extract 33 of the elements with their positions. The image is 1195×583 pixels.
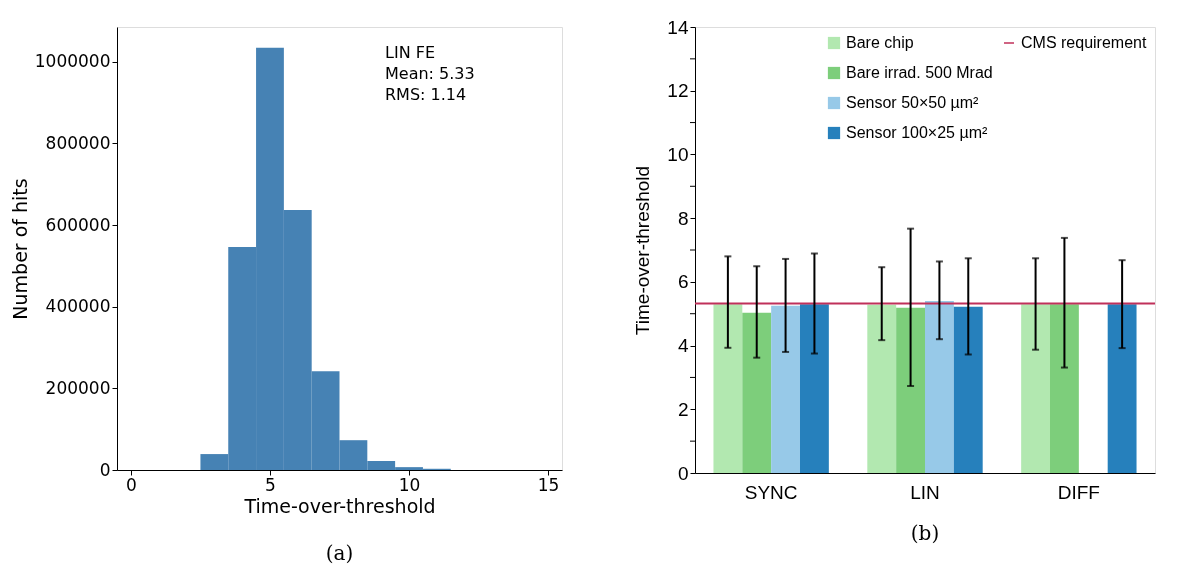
- y-tick-label: 12: [667, 80, 689, 102]
- y-tick-label: 2: [677, 398, 689, 420]
- y-tick-label: 4: [677, 335, 689, 357]
- x-tick-label: SYNC: [744, 481, 798, 503]
- legend-label: Sensor 100×25 µm²: [846, 124, 988, 141]
- y-tick-label: 14: [667, 16, 689, 38]
- x-tick-label: 15: [537, 474, 560, 495]
- legend-label: Bare irrad. 500 Mrad: [846, 64, 993, 81]
- y-tick-label: 6: [677, 271, 689, 293]
- x-tick-label: LIN: [910, 481, 940, 503]
- y-tick-label: 0: [99, 459, 111, 480]
- x-tick-label: 5: [265, 474, 276, 495]
- legend-label: Sensor 50×50 µm²: [846, 94, 980, 111]
- y-tick-label: 1000000: [34, 51, 111, 72]
- x-tick-label: 10: [398, 474, 421, 495]
- y-axis-title: Number of hits: [8, 178, 31, 320]
- annotation: Mean: 5.33: [385, 64, 475, 83]
- y-tick-label: 400000: [45, 296, 111, 317]
- y-axis-title: Time-over-threshold: [632, 165, 654, 336]
- x-axis-title: Time-over-threshold: [243, 494, 436, 517]
- legend-label: Bare chip: [846, 34, 914, 51]
- y-tick-label: 600000: [45, 214, 111, 235]
- text: (a): [325, 541, 354, 565]
- legend-label: CMS requirement: [1021, 34, 1147, 51]
- y-tick-label: 8: [677, 207, 689, 229]
- y-tick-label: 200000: [45, 377, 111, 398]
- annotation: RMS: 1.14: [385, 85, 467, 104]
- annotation: LIN FE: [385, 43, 435, 62]
- x-tick-label: DIFF: [1057, 481, 1100, 503]
- x-tick-label: 0: [125, 474, 137, 495]
- y-tick-label: 10: [667, 143, 689, 165]
- text: (b): [910, 521, 940, 545]
- y-tick-label: 800000: [45, 132, 111, 153]
